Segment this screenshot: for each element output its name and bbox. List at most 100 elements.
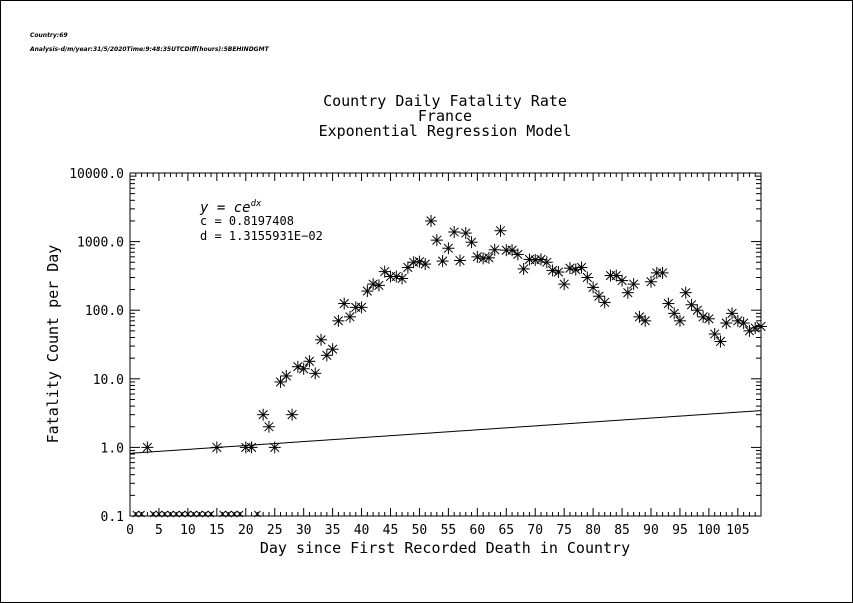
data-point [610, 269, 623, 282]
y-tick-label: 1.0 [101, 441, 124, 456]
data-point [309, 367, 322, 380]
x-tick-label: 55 [441, 523, 457, 538]
analysis-timestamp-label: Analysis-d/m/year:31/5/2020Time:9:48:35U… [30, 46, 269, 53]
data-point [367, 278, 380, 291]
x-tick-label: 70 [527, 523, 543, 538]
y-axis-ticks: 0.1 1.0 10.0 100.0 1000.0 10000.0 [69, 167, 761, 525]
zero-count-marker [172, 510, 180, 518]
data-point [598, 296, 611, 309]
equation-formula-base: y = ce [199, 200, 251, 216]
plot-frame [129, 172, 762, 517]
zero-count-marker [190, 510, 198, 518]
data-point [477, 252, 490, 265]
zero-count-marker [201, 510, 209, 518]
data-point [726, 307, 739, 320]
regression-equation: y = cedx c = 0.8197408 d = 1.3155931E−02 [199, 199, 323, 243]
zero-count-marker [161, 510, 169, 518]
y-tick-label: 10000.0 [69, 167, 124, 182]
zero-count-marker [236, 510, 244, 518]
data-point [442, 242, 455, 255]
x-tick-label: 30 [296, 523, 312, 538]
x-tick-label: 50 [412, 523, 428, 538]
zero-count-marker [225, 510, 232, 518]
x-tick-label: 0 [126, 523, 134, 538]
x-axis-title: Day since First Recorded Death in Countr… [260, 539, 630, 557]
x-tick-label: 75 [556, 523, 572, 538]
x-tick-label: 80 [585, 523, 601, 538]
zero-count-marker [149, 510, 157, 518]
x-tick-label: 100 [697, 523, 720, 538]
data-point [645, 275, 658, 288]
x-tick-label: 15 [209, 523, 225, 538]
x-tick-label: 85 [614, 523, 630, 538]
y-tick-label: 0.1 [101, 510, 124, 525]
data-point [286, 408, 299, 421]
data-point [280, 369, 293, 382]
data-point [714, 335, 727, 348]
zero-count-marker [254, 510, 261, 518]
data-point [210, 441, 223, 454]
data-point [552, 266, 565, 279]
zero-count-marker [167, 510, 174, 518]
data-point [245, 441, 258, 454]
x-tick-label: 90 [643, 523, 659, 538]
data-point [436, 255, 449, 268]
chart-subtitle: France [418, 107, 472, 125]
data-point [639, 314, 652, 327]
data-point [482, 251, 495, 264]
y-tick-label: 10.0 [93, 373, 124, 388]
zero-count-marker [207, 510, 215, 518]
data-point [494, 224, 507, 237]
data-point [621, 286, 634, 299]
regression-line [129, 410, 762, 454]
chart-title: Country Daily Fatality Rate [323, 92, 567, 110]
x-tick-label: 95 [672, 523, 688, 538]
data-point [274, 375, 287, 388]
zero-count-marker [230, 510, 238, 518]
data-point [587, 281, 600, 294]
data-point [616, 274, 629, 287]
data-point [407, 256, 420, 269]
data-point [511, 248, 524, 261]
data-point [737, 317, 750, 330]
data-point [303, 355, 316, 368]
data-point [268, 441, 281, 454]
x-tick-label: 65 [498, 523, 514, 538]
x-tick-label: 5 [155, 523, 163, 538]
data-point [708, 327, 721, 340]
zero-count-marker [138, 510, 145, 518]
data-point [262, 420, 275, 433]
data-point [419, 258, 432, 271]
equation-c-value: c = 0.8197408 [200, 214, 294, 228]
data-point [581, 271, 594, 284]
zero-count-marker [132, 510, 140, 518]
data-point [459, 227, 472, 240]
country-code-label: Country:69 [30, 32, 68, 39]
data-point [141, 441, 154, 454]
data-point [372, 279, 385, 292]
data-point [679, 286, 692, 299]
data-point [506, 244, 519, 257]
zero-count-marker [219, 510, 226, 518]
data-point [529, 253, 542, 266]
y-tick-label: 1000.0 [77, 236, 124, 251]
data-point [540, 256, 553, 269]
data-point [662, 297, 675, 310]
x-tick-label: 105 [726, 523, 749, 538]
x-axis-ticks: 0 5 10 15 20 25 30 35 40 45 50 55 60 65 70 75 80 85 90 95 10… [126, 173, 762, 538]
data-point [558, 278, 571, 291]
x-tick-label: 20 [238, 523, 254, 538]
x-tick-label: 40 [354, 523, 370, 538]
x-tick-label: 35 [325, 523, 341, 538]
data-point [257, 408, 270, 421]
data-point [355, 301, 368, 314]
equation-formula: y = cedx [199, 199, 262, 216]
zero-count-marker [184, 510, 192, 518]
data-point [488, 243, 501, 256]
data-point [378, 265, 391, 278]
y-axis-title: Fatality Count per Day [44, 245, 62, 444]
x-tick-label: 45 [383, 523, 399, 538]
equation-exponent: dx [251, 199, 262, 209]
data-point [755, 320, 767, 333]
